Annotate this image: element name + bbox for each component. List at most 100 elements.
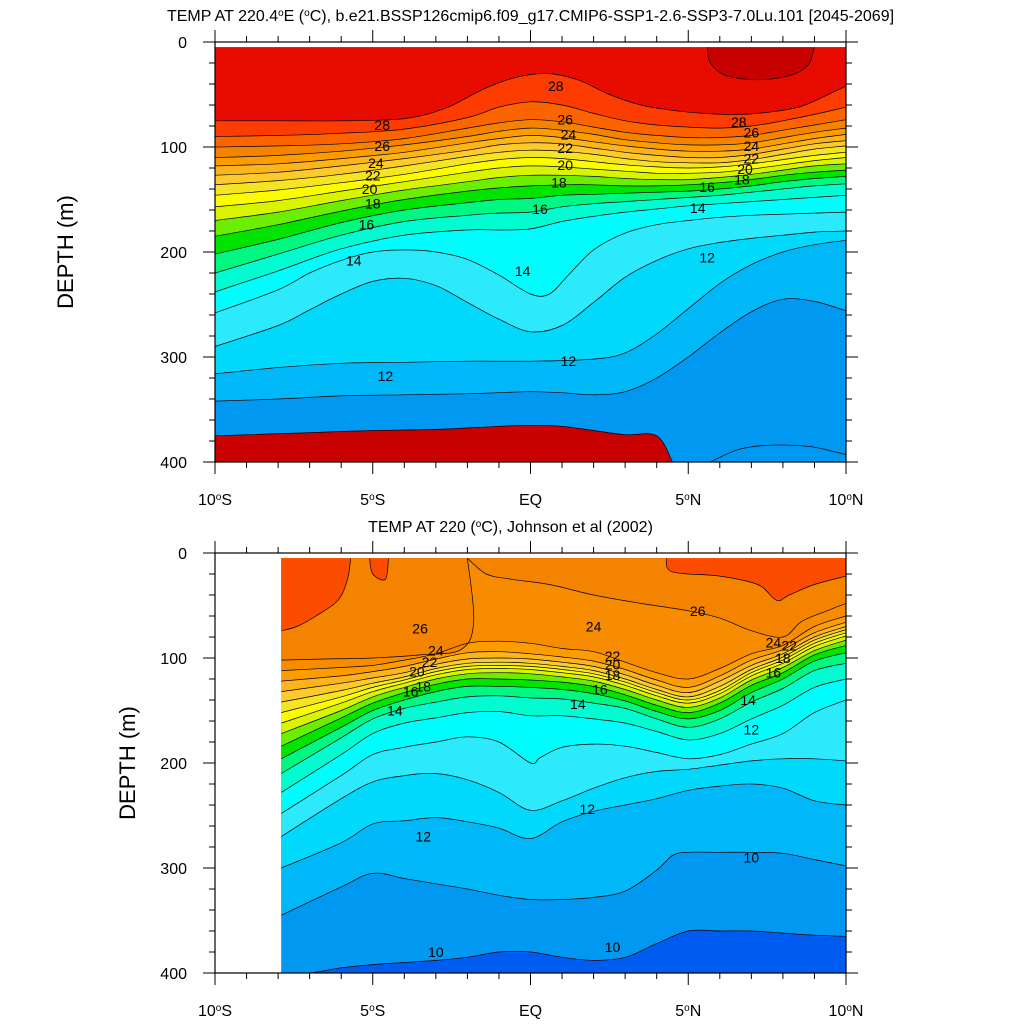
- x-tick-label-part: 5: [675, 492, 684, 509]
- isotherm-25: [215, 127, 846, 158]
- fill-band-27: [281, 558, 846, 631]
- x-tick-label: 5oS: [360, 492, 385, 510]
- fill-band-27: [281, 558, 846, 601]
- contour-label: 14: [515, 263, 531, 279]
- x-tick-label-part: N: [852, 1003, 864, 1020]
- contour-fills: [215, 47, 846, 462]
- x-tick-label: 10oS: [198, 492, 232, 510]
- isotherm-17: [215, 176, 846, 255]
- contour-label: 20: [737, 161, 753, 177]
- y-tick-label: 400: [160, 455, 187, 472]
- x-tick-label: 5oN: [675, 1003, 701, 1021]
- isotherm-23: [215, 140, 846, 176]
- contour-label: 26: [744, 124, 760, 140]
- x-tick-label-part: N: [690, 492, 702, 509]
- chart-title-part: o: [476, 519, 482, 530]
- contour-label: 18: [415, 678, 431, 694]
- contour-label: 22: [781, 637, 797, 653]
- contour-label: 14: [690, 200, 706, 216]
- contour-label: 20: [409, 664, 425, 680]
- contour-label: 28: [731, 114, 747, 130]
- contour-label: 18: [775, 650, 791, 666]
- chart-title-part: TEMP AT 220.4: [167, 8, 278, 25]
- y-tick-label: 100: [160, 651, 187, 668]
- isotherm-24: [281, 621, 846, 688]
- isotherm-19: [215, 163, 846, 221]
- isotherm-15: [281, 678, 846, 793]
- y-axis-label: DEPTH (m): [53, 195, 78, 309]
- isotherm-10: [281, 929, 846, 973]
- x-tick-label-part: o: [369, 1003, 375, 1014]
- isotherm-25: [281, 615, 846, 680]
- isotherm-27: [665, 558, 846, 602]
- contour-label: 14: [570, 696, 586, 712]
- x-tick-label-part: 10: [829, 1003, 847, 1020]
- chart-title: TEMP AT 220.4oE (oC), b.e21.BSSP126cmip6…: [167, 8, 894, 26]
- contour-label: 20: [362, 181, 378, 197]
- y-tick-label: 300: [160, 861, 187, 878]
- chart-title-part: C), Johnson et al (2002): [481, 519, 653, 536]
- x-tick-label-part: o: [216, 1003, 222, 1014]
- x-tick-label-part: 10: [198, 1003, 216, 1020]
- x-tick-label-part: EQ: [519, 1003, 542, 1020]
- contour-lines: [281, 558, 846, 973]
- contour-label: 12: [744, 721, 760, 737]
- isotherm-27: [369, 558, 389, 581]
- fill-band-27: [369, 558, 389, 581]
- y-axis-label: DEPTH (m): [115, 706, 140, 820]
- isotherm-24: [215, 134, 846, 167]
- isotherm-28: [215, 73, 846, 122]
- isotherm-10: [215, 424, 673, 462]
- contour-label: 24: [368, 155, 384, 171]
- contour-label: 24: [561, 126, 577, 142]
- contour-label: 16: [359, 217, 375, 233]
- chart-title-part: TEMP AT 220 (: [368, 519, 476, 536]
- x-tick-label: 10oN: [829, 492, 864, 510]
- contour-label: 20: [557, 157, 573, 173]
- contour-label: 26: [412, 621, 428, 637]
- isotherm-16: [281, 662, 846, 774]
- contour-label: 16: [766, 665, 782, 681]
- isotherm-12: [281, 783, 846, 869]
- contour-label: 14: [740, 692, 756, 708]
- isotherm-17: [281, 652, 846, 760]
- x-tick-label: 5oS: [360, 1003, 385, 1021]
- fill-band-26: [281, 558, 846, 661]
- isotherm-13: [215, 230, 846, 347]
- fill-band-29: [707, 47, 815, 80]
- y-tick-label: 0: [178, 35, 187, 52]
- isotherm-11: [215, 298, 846, 402]
- isotherm-14: [281, 699, 846, 814]
- x-tick-label-part: 5: [360, 492, 369, 509]
- isotherm-23: [281, 626, 846, 693]
- isotherm-16: [215, 183, 846, 274]
- y-tick-label: 0: [178, 546, 187, 563]
- contour-label: 12: [561, 353, 577, 369]
- x-tick-label-part: S: [221, 492, 232, 509]
- contour-label: 26: [690, 603, 706, 619]
- isotherm-22: [281, 629, 846, 703]
- x-tick-label-part: S: [375, 492, 386, 509]
- isotherm-18: [215, 169, 846, 237]
- y-tick-label: 200: [160, 756, 187, 773]
- isotherm-26: [281, 558, 475, 661]
- x-tick-label: 5oN: [675, 492, 701, 510]
- contour-label: 18: [365, 196, 381, 212]
- contour-label: 16: [699, 179, 715, 195]
- contour-label: 10: [428, 944, 444, 960]
- y-tick-label: 100: [160, 140, 187, 157]
- contour-label: 22: [557, 140, 573, 156]
- isotherm-19: [281, 639, 846, 734]
- isotherm-20: [281, 635, 846, 724]
- isotherm-13: [281, 758, 846, 837]
- isotherm-27: [215, 101, 846, 137]
- isotherm-22: [215, 145, 846, 186]
- x-tick-label: 10oS: [198, 1003, 232, 1021]
- isotherm-9: [710, 444, 846, 462]
- x-tick-label-part: 5: [675, 1003, 684, 1020]
- contour-label: 12: [580, 801, 596, 817]
